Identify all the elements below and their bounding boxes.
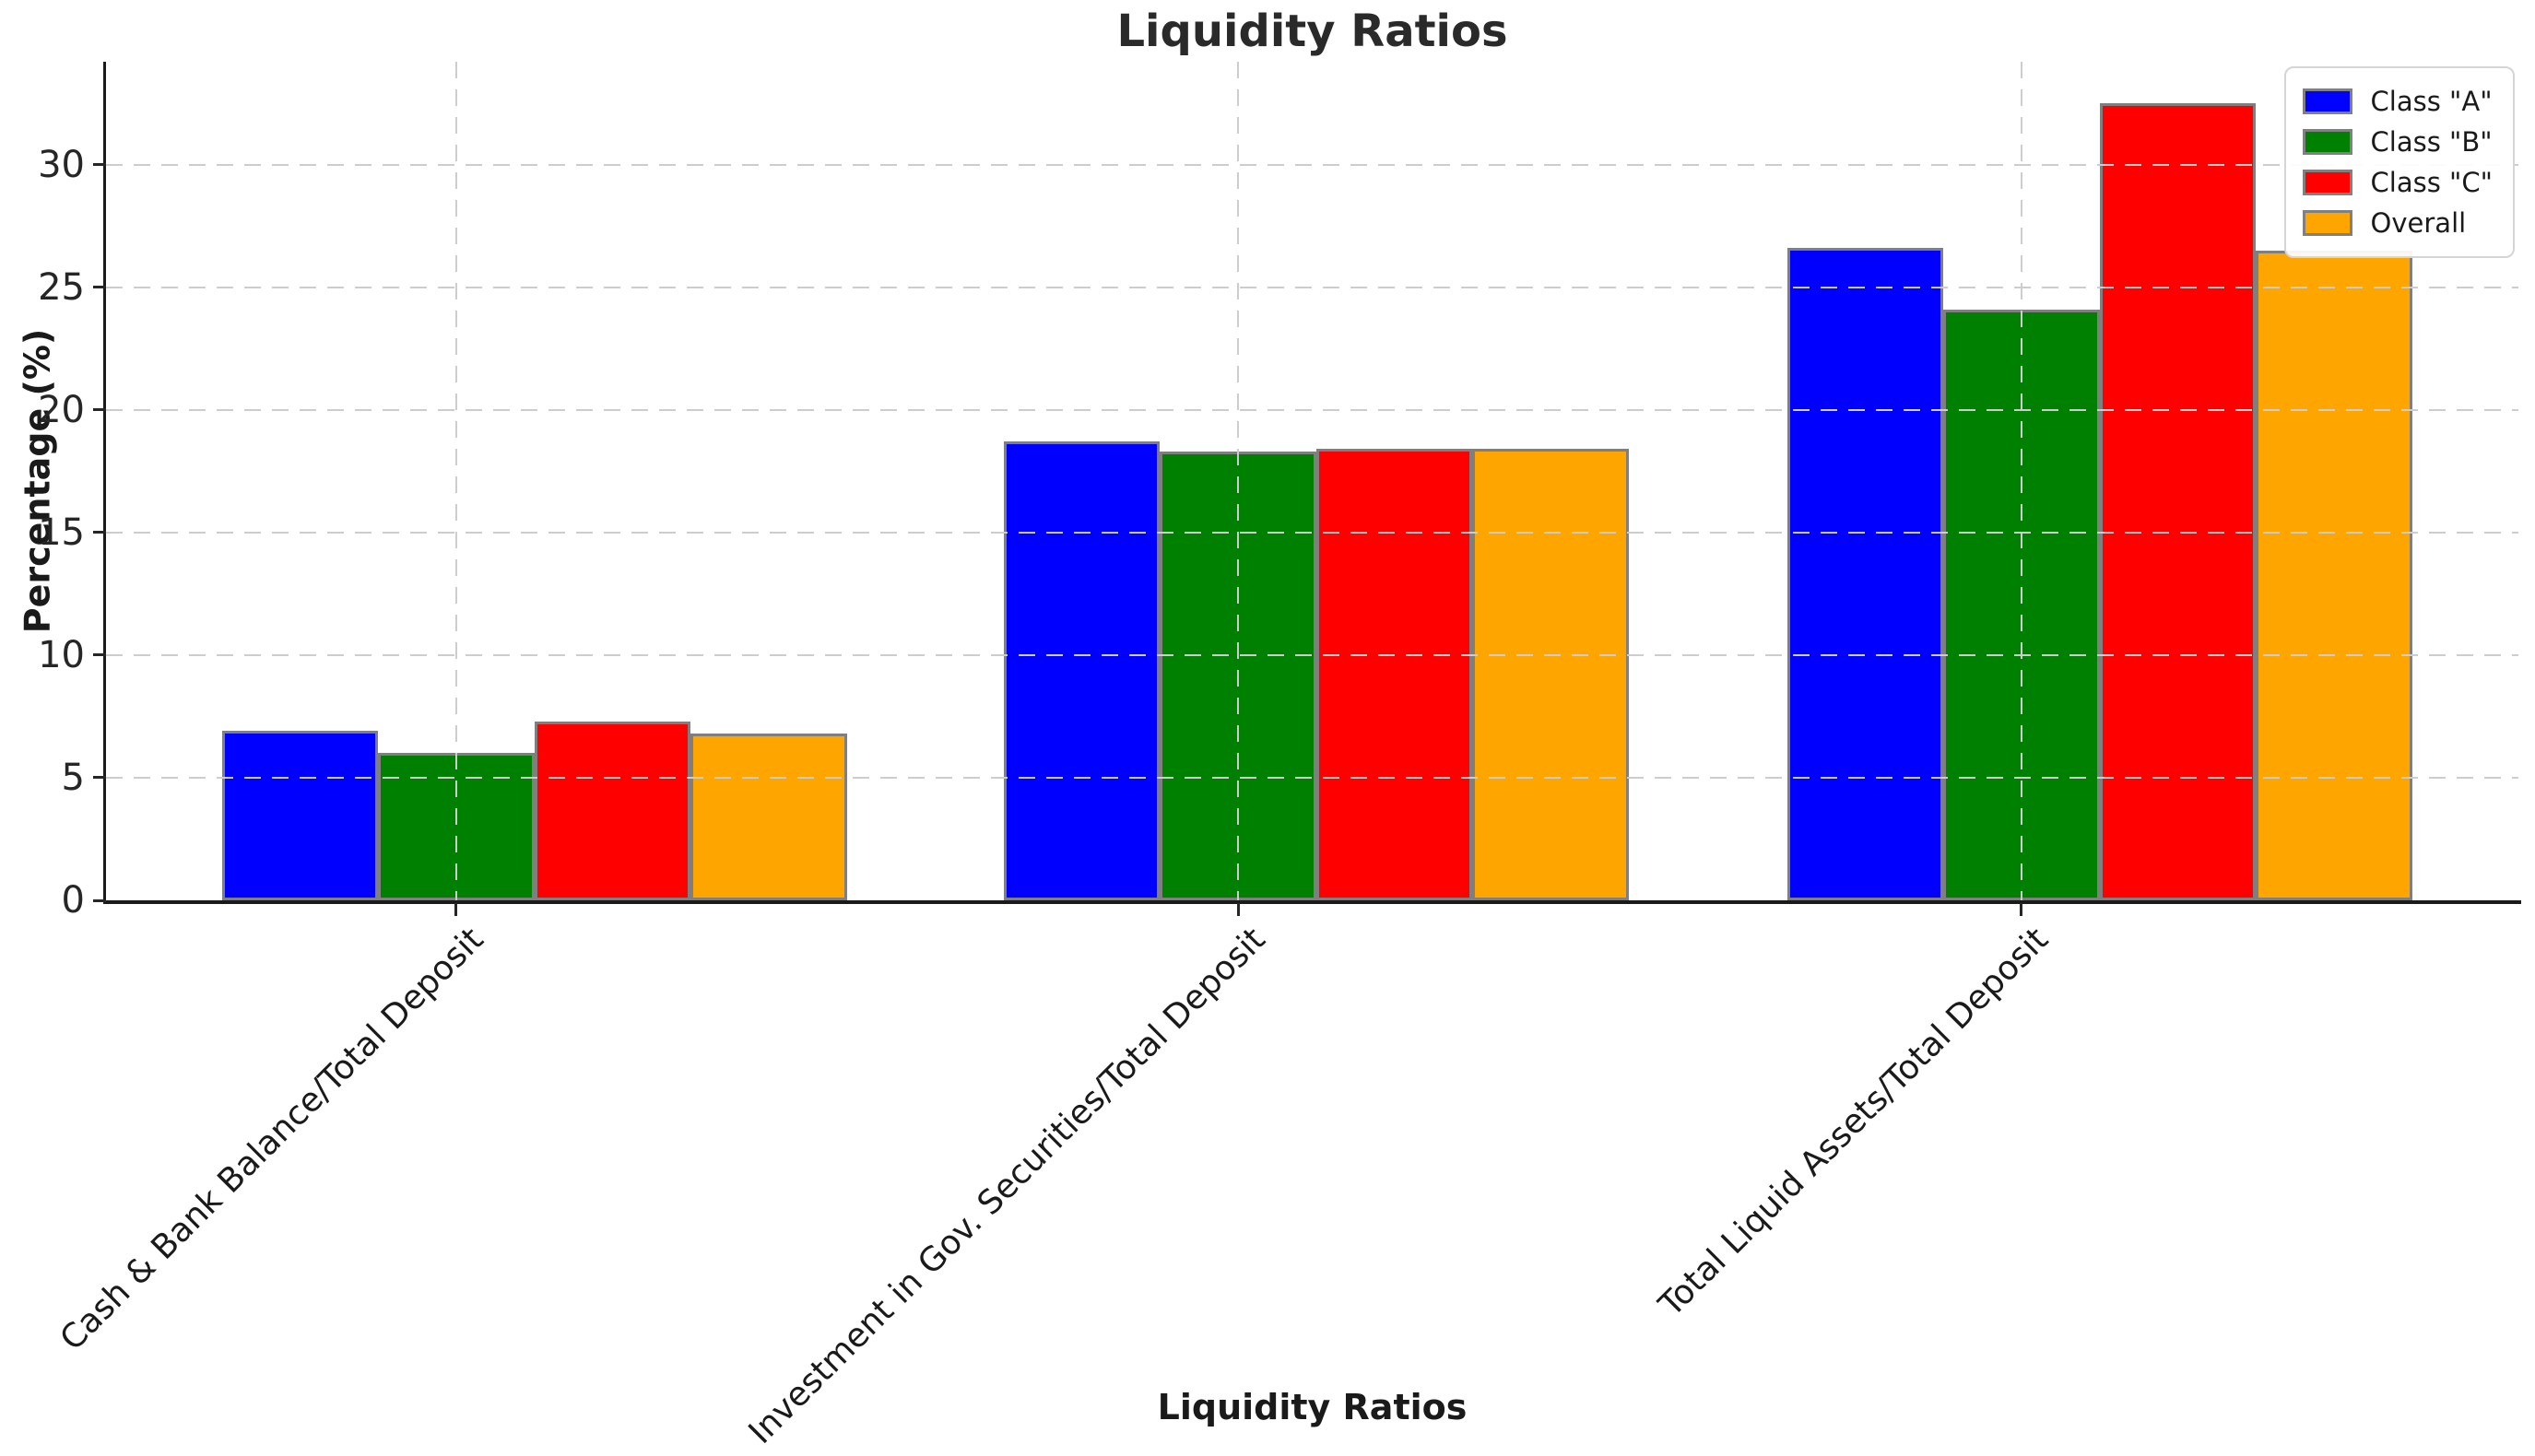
bar-class-c--cat1: [534, 721, 691, 900]
bar-class-c--cat3: [2099, 103, 2257, 900]
y-tick-mark-20: [93, 408, 106, 412]
y-tick-mark-15: [93, 531, 106, 534]
y-tick-label-20: 20: [38, 388, 85, 431]
chart-title: Liquidity Ratios: [1116, 6, 1508, 57]
bar-overall-cat3: [2256, 250, 2412, 900]
bar-overall-cat1: [690, 734, 847, 900]
plot-area: [106, 62, 2518, 900]
x-tick-mark-cat1: [454, 903, 458, 916]
v-gridline-cat2: [1237, 62, 1240, 900]
bar-class-a--cat3: [1786, 248, 1944, 900]
legend-item-class-a: Class "A": [2302, 81, 2493, 122]
y-tick-mark-0: [93, 898, 106, 902]
legend-item-overall: Overall: [2302, 203, 2493, 243]
y-tick-label-5: 5: [61, 756, 85, 799]
legend-item-class-b: Class "B": [2302, 122, 2493, 162]
h-gridline-5: [106, 776, 2518, 779]
y-tick-label-30: 30: [38, 143, 85, 186]
y-tick-mark-10: [93, 653, 106, 657]
x-tick-label-text: Total Liquid Assets/Total Deposit: [1652, 921, 2056, 1324]
y-tick-label-25: 25: [38, 265, 85, 309]
h-gridline-20: [106, 408, 2518, 411]
legend-swatch-class-c-icon: [2302, 170, 2352, 195]
bar-class-a--cat2: [1003, 441, 1161, 900]
x-tick-mark-cat2: [1236, 903, 1240, 916]
y-axis-spine: [103, 62, 106, 903]
h-gridline-10: [106, 653, 2518, 656]
legend-swatch-class-b-icon: [2302, 129, 2352, 155]
bar-class-a--cat1: [221, 731, 379, 900]
y-tick-mark-5: [93, 776, 106, 780]
y-tick-label-0: 0: [61, 879, 85, 922]
h-gridline-30: [106, 163, 2518, 166]
y-tick-mark-30: [93, 163, 106, 167]
legend-swatch-overall-icon: [2302, 210, 2352, 236]
bar-overall-cat2: [1472, 449, 1629, 900]
x-tick-mark-cat3: [2020, 903, 2023, 916]
h-gridline-25: [106, 286, 2518, 288]
v-gridline-cat3: [2020, 62, 2022, 900]
x-axis-spine: [103, 900, 2521, 904]
v-gridline-cat1: [454, 62, 457, 900]
x-tick-label-text: Investment in Gov. Securities/Total Depo…: [741, 921, 1273, 1452]
x-axis-label: Liquidity Ratios: [1157, 1387, 1468, 1427]
h-gridline-15: [106, 531, 2518, 534]
legend-swatch-class-a-icon: [2302, 88, 2352, 114]
legend-item-class-c: Class "C": [2302, 162, 2493, 203]
bar-class-c--cat2: [1315, 449, 1473, 900]
y-tick-label-10: 10: [38, 633, 85, 676]
y-tick-label-15: 15: [38, 511, 85, 554]
legend: Class "A" Class "B" Class "C" Overall: [2283, 66, 2515, 258]
x-tick-label-text: Cash & Bank Balance/Total Deposit: [53, 921, 490, 1358]
y-tick-mark-25: [93, 286, 106, 289]
